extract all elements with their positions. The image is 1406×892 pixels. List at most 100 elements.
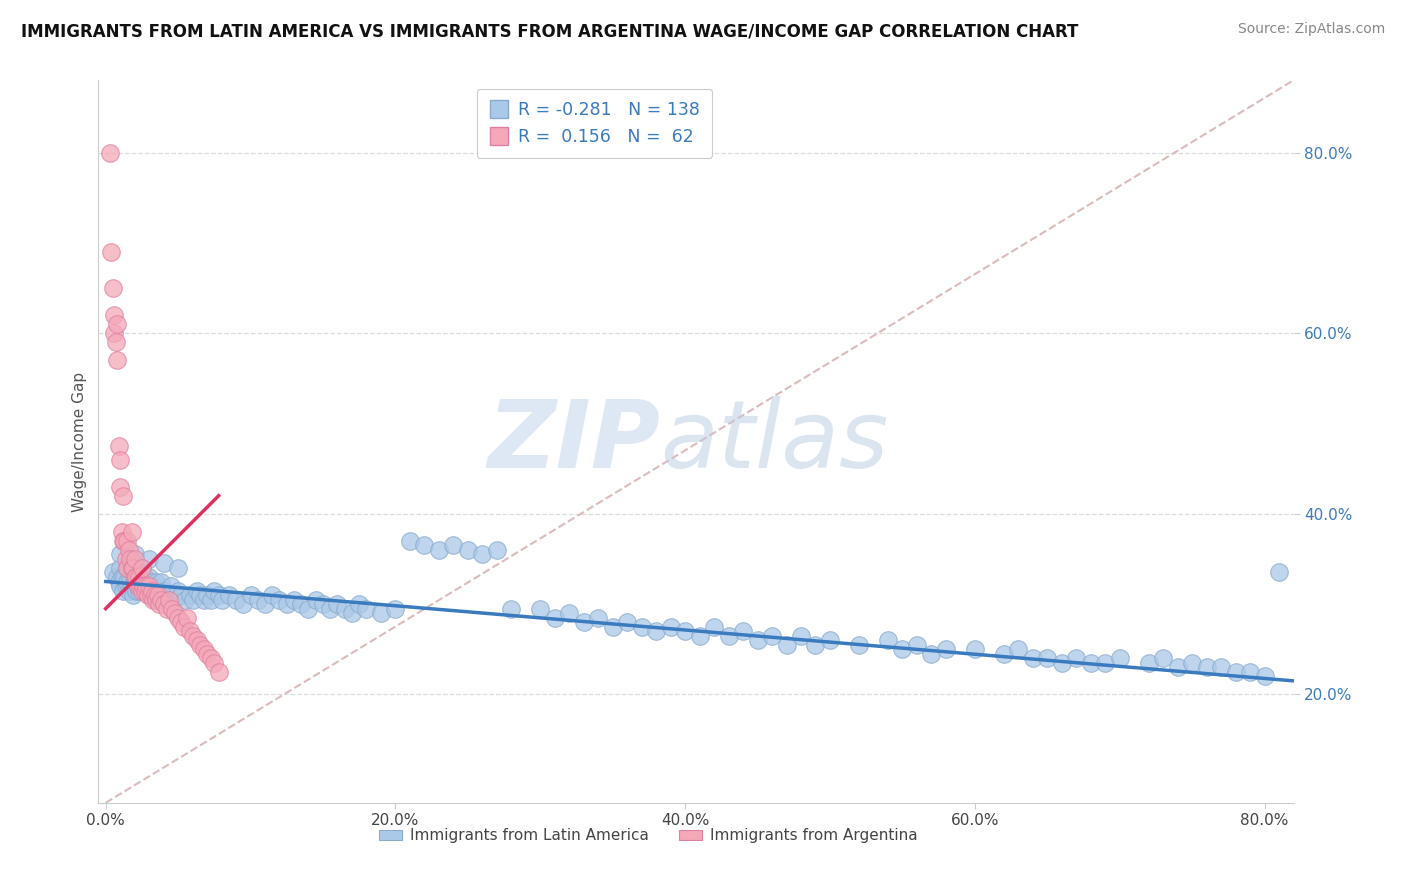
- Point: [333, 601, 356, 615]
- Point: [108, 579, 131, 593]
- Point: [127, 579, 149, 593]
- Point: [193, 592, 215, 607]
- Point: [105, 317, 128, 331]
- Point: [114, 533, 136, 548]
- Point: [128, 570, 150, 584]
- Point: [122, 588, 145, 602]
- Point: [120, 552, 142, 566]
- Point: [128, 583, 150, 598]
- Point: [105, 570, 128, 584]
- Point: [186, 583, 208, 598]
- Point: [135, 583, 157, 598]
- Point: [138, 588, 160, 602]
- Point: [232, 597, 254, 611]
- Point: [775, 638, 797, 652]
- Point: [162, 601, 184, 615]
- Point: [134, 583, 156, 598]
- Point: [142, 592, 165, 607]
- Point: [673, 624, 696, 639]
- Point: [239, 588, 262, 602]
- Point: [1181, 656, 1204, 670]
- Point: [121, 566, 143, 580]
- Point: [138, 552, 160, 566]
- Point: [115, 579, 138, 593]
- Point: [132, 579, 155, 593]
- Point: [100, 244, 122, 259]
- Point: [195, 588, 218, 602]
- Point: [125, 570, 148, 584]
- Point: [120, 570, 142, 584]
- Point: [181, 592, 204, 607]
- Point: [225, 592, 247, 607]
- Point: [124, 561, 146, 575]
- Point: [290, 597, 312, 611]
- Point: [124, 552, 146, 566]
- Point: [963, 642, 986, 657]
- Point: [211, 592, 233, 607]
- Point: [112, 533, 135, 548]
- Point: [160, 579, 183, 593]
- Point: [340, 606, 363, 620]
- Point: [319, 601, 342, 615]
- Point: [176, 610, 198, 624]
- Point: [103, 308, 125, 322]
- Point: [149, 592, 172, 607]
- Point: [1253, 669, 1275, 683]
- Point: [135, 579, 157, 593]
- Point: [121, 579, 143, 593]
- Point: [131, 561, 153, 575]
- Point: [141, 583, 163, 598]
- Point: [129, 566, 152, 580]
- Point: [1022, 651, 1045, 665]
- Point: [283, 592, 305, 607]
- Point: [262, 588, 284, 602]
- Point: [326, 597, 349, 611]
- Point: [384, 601, 406, 615]
- Point: [138, 570, 160, 584]
- Point: [1209, 660, 1232, 674]
- Text: IMMIGRANTS FROM LATIN AMERICA VS IMMIGRANTS FROM ARGENTINA WAGE/INCOME GAP CORRE: IMMIGRANTS FROM LATIN AMERICA VS IMMIGRA…: [21, 22, 1078, 40]
- Point: [1050, 656, 1073, 670]
- Point: [347, 597, 370, 611]
- Point: [127, 570, 149, 584]
- Point: [174, 592, 197, 607]
- Point: [659, 620, 682, 634]
- Text: atlas: atlas: [661, 396, 889, 487]
- Point: [121, 524, 143, 539]
- Point: [117, 533, 139, 548]
- Point: [124, 570, 146, 584]
- Point: [297, 601, 319, 615]
- Point: [1167, 660, 1189, 674]
- Point: [143, 588, 166, 602]
- Point: [149, 574, 172, 589]
- Point: [104, 335, 127, 350]
- Point: [747, 633, 769, 648]
- Point: [761, 629, 783, 643]
- Point: [112, 489, 135, 503]
- Point: [134, 570, 156, 584]
- Point: [181, 629, 204, 643]
- Point: [115, 552, 138, 566]
- Point: [131, 583, 153, 598]
- Point: [253, 597, 276, 611]
- Point: [127, 579, 149, 593]
- Point: [731, 624, 754, 639]
- Point: [1108, 651, 1130, 665]
- Point: [143, 588, 166, 602]
- Point: [146, 588, 169, 602]
- Point: [108, 452, 131, 467]
- Text: Source: ZipAtlas.com: Source: ZipAtlas.com: [1237, 22, 1385, 37]
- Point: [1036, 651, 1059, 665]
- Point: [501, 601, 523, 615]
- Y-axis label: Wage/Income Gap: Wage/Income Gap: [72, 371, 87, 512]
- Point: [920, 647, 942, 661]
- Point: [572, 615, 595, 630]
- Point: [167, 610, 190, 624]
- Point: [993, 647, 1015, 661]
- Point: [1094, 656, 1116, 670]
- Point: [818, 633, 841, 648]
- Point: [586, 610, 609, 624]
- Point: [790, 629, 813, 643]
- Point: [877, 633, 900, 648]
- Point: [125, 583, 148, 598]
